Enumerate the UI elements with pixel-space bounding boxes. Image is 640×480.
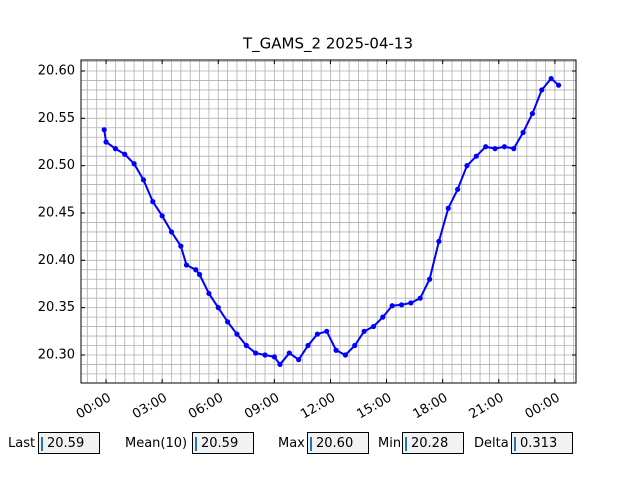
point: [352, 342, 358, 349]
point: [168, 229, 175, 235]
y-tick-label: 20.45: [38, 205, 75, 220]
point: [225, 319, 231, 325]
point: [243, 342, 249, 349]
point: [426, 276, 433, 282]
x-tick-label: 18:00: [410, 391, 450, 423]
point: [131, 161, 137, 167]
point: [234, 331, 240, 337]
point: [215, 305, 221, 311]
point: [389, 303, 395, 309]
point: [483, 144, 489, 150]
point: [296, 357, 302, 363]
point: [556, 82, 562, 88]
x-tick-label: 06:00: [186, 391, 226, 423]
point: [520, 129, 526, 136]
text-box[interactable]: 20.59: [192, 432, 254, 454]
x-tick-label: 03:00: [130, 391, 170, 423]
point: [305, 342, 311, 349]
point: [193, 267, 199, 273]
widget-label: Last: [8, 436, 36, 451]
point: [370, 323, 377, 330]
widget-label: Delta: [474, 436, 509, 451]
point: [511, 146, 517, 152]
point: [492, 146, 498, 152]
plot-frame: [80, 59, 577, 384]
chart-title: T_GAMS_2 2025-04-13: [242, 35, 413, 54]
y-tick-label: 20.40: [38, 253, 75, 268]
x-tick-label: 00:00: [523, 391, 563, 423]
point: [445, 205, 451, 211]
point: [262, 352, 268, 358]
point: [159, 213, 165, 219]
chart: T_GAMS_2 2025-04-13 20.30 20.35 20.40 20.45…: [38, 35, 577, 423]
point: [140, 177, 147, 183]
point: [277, 361, 283, 368]
text-box[interactable]: 0.313: [511, 432, 573, 454]
widget-label: Max: [278, 436, 305, 451]
point: [455, 186, 461, 192]
x-tick-label: 12:00: [298, 391, 338, 423]
text-box[interactable]: 20.59: [38, 432, 100, 454]
point: [286, 350, 292, 356]
point: [101, 127, 107, 133]
point: [253, 350, 259, 356]
point: [333, 347, 339, 353]
point: [122, 151, 128, 157]
series-line: [103, 77, 560, 367]
point: [473, 153, 479, 159]
point: [206, 290, 212, 297]
text-box[interactable]: 20.60: [307, 432, 369, 454]
point: [178, 243, 184, 249]
y-tick-label: 20.35: [38, 300, 75, 315]
point: [398, 302, 405, 308]
point: [103, 139, 109, 145]
point: [380, 314, 386, 320]
x-tick-label: 00:00: [74, 391, 114, 423]
point: [324, 328, 330, 334]
point: [196, 271, 203, 278]
point: [529, 110, 536, 117]
point: [314, 331, 320, 337]
y-tick-label: 20.50: [38, 158, 75, 173]
point: [361, 328, 367, 334]
point: [342, 352, 349, 358]
y-tick-label: 20.55: [38, 111, 75, 126]
widget-label: Mean(10): [125, 436, 188, 451]
point: [150, 199, 156, 205]
x-tick-label: 15:00: [354, 391, 394, 423]
text-box[interactable]: 20.28: [402, 432, 464, 454]
point: [408, 300, 414, 306]
point: [112, 146, 119, 152]
widget-label: Min: [378, 436, 402, 451]
x-tick-label: 09:00: [242, 391, 282, 423]
point: [271, 354, 277, 360]
point: [539, 87, 545, 93]
point: [548, 75, 554, 82]
y-tick-label: 20.60: [38, 63, 75, 78]
x-tick-label: 21:00: [467, 391, 507, 423]
point: [436, 238, 442, 244]
point: [417, 295, 423, 301]
y-tick-label: 20.30: [38, 347, 75, 362]
point: [501, 144, 507, 150]
point: [464, 163, 470, 169]
point: [183, 262, 190, 268]
